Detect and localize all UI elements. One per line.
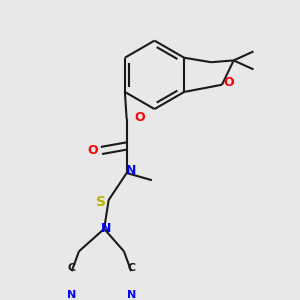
Text: O: O	[223, 76, 234, 89]
Text: O: O	[134, 111, 145, 124]
Text: N: N	[126, 164, 136, 177]
Text: N: N	[67, 290, 76, 300]
Text: N: N	[127, 290, 136, 300]
Text: C: C	[68, 263, 76, 274]
Text: C: C	[127, 263, 135, 274]
Text: N: N	[101, 222, 111, 235]
Text: O: O	[87, 144, 98, 157]
Text: S: S	[96, 195, 106, 209]
